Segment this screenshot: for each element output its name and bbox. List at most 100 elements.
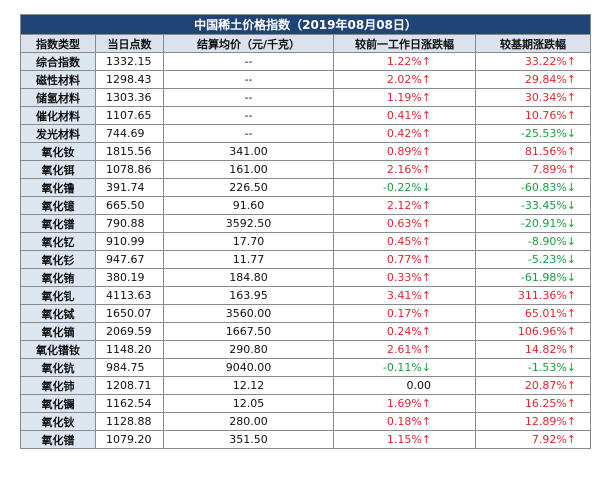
table-row: 氧化镥 391.74 226.50 -0.22%↓ -60.83%↓ xyxy=(20,178,592,197)
table-cell: 1148.20 xyxy=(95,340,164,359)
table-cell: 391.74 xyxy=(95,178,164,197)
row-label: 氧化镨 xyxy=(20,214,96,233)
table-cell: 1208.71 xyxy=(95,376,164,395)
table-cell: 2.16%↑ xyxy=(333,160,476,179)
table-cell: 665.50 xyxy=(95,196,164,215)
table-cell: 947.67 xyxy=(95,250,164,269)
table-row: 氧化钪 984.75 9040.00 -0.11%↓ -1.53%↓ xyxy=(20,358,592,377)
table-cell: 1650.07 xyxy=(95,304,164,323)
table-cell: 790.88 xyxy=(95,214,164,233)
table-cell: 1.19%↑ xyxy=(333,88,476,107)
row-label: 氧化镝 xyxy=(20,322,96,341)
table-cell: 1162.54 xyxy=(95,394,164,413)
table-row: 氧化铒 1078.86 161.00 2.16%↑ 7.89%↑ xyxy=(20,160,592,179)
table-cell: 0.42%↑ xyxy=(333,124,476,143)
table-cell: 81.56%↑ xyxy=(474,142,592,161)
table-cell: -60.83%↓ xyxy=(474,178,592,197)
table-cell: 744.69 xyxy=(95,124,164,143)
table-cell: 0.24%↑ xyxy=(333,322,476,341)
table-cell: 0.41%↑ xyxy=(333,106,476,125)
table-cell: -- xyxy=(163,106,334,125)
table-cell: 1078.86 xyxy=(95,160,164,179)
table-cell: 0.18%↑ xyxy=(333,412,476,431)
table-cell: 1.15%↑ xyxy=(333,430,476,449)
row-label: 氧化铕 xyxy=(20,268,96,287)
table-row: 氧化钇 910.99 17.70 0.45%↑ -8.90%↓ xyxy=(20,232,592,251)
table-cell: 1.69%↑ xyxy=(333,394,476,413)
table-cell: -0.22%↓ xyxy=(333,178,476,197)
table-cell: 0.00 xyxy=(333,376,476,395)
table-cell: 341.00 xyxy=(163,142,334,161)
table-cell: 3.41%↑ xyxy=(333,286,476,305)
table-cell: -1.53%↓ xyxy=(474,358,592,377)
table-cell: -25.53%↓ xyxy=(474,124,592,143)
table-row: 氧化镨钕 1148.20 290.80 2.61%↑ 14.82%↑ xyxy=(20,340,592,359)
table-cell: 7.92%↑ xyxy=(474,430,592,449)
row-label: 氧化铽 xyxy=(20,304,96,323)
table-wrap: 中国稀土价格指数（2019年08月08日） 指数类型 当日点数 结算均价（元/千克）… xyxy=(19,14,592,449)
table-cell: 29.84%↑ xyxy=(474,70,592,89)
table-row: 综合指数 1332.15 -- 1.22%↑ 33.22%↑ xyxy=(20,52,592,71)
table-row: 氧化铽 1650.07 3560.00 0.17%↑ 65.01%↑ xyxy=(20,304,592,323)
table-cell: 184.80 xyxy=(163,268,334,287)
table-cell: 3592.50 xyxy=(163,214,334,233)
table-cell: 3560.00 xyxy=(163,304,334,323)
table-cell: -20.91%↓ xyxy=(474,214,592,233)
table-row: 氧化镨 1079.20 351.50 1.15%↑ 7.92%↑ xyxy=(20,430,592,449)
table-cell: 1815.56 xyxy=(95,142,164,161)
table-row: 氧化镧 1162.54 12.05 1.69%↑ 16.25%↑ xyxy=(20,394,592,413)
table-cell: 11.77 xyxy=(163,250,334,269)
table-cell: 1079.20 xyxy=(95,430,164,449)
row-label: 氧化镨钕 xyxy=(20,340,96,359)
table-cell: 290.80 xyxy=(163,340,334,359)
row-label: 氧化铒 xyxy=(20,160,96,179)
header-cell: 较基期涨跌幅 xyxy=(474,34,592,53)
table-cell: 163.95 xyxy=(163,286,334,305)
table-cell: -- xyxy=(163,124,334,143)
row-label: 氧化镧 xyxy=(20,394,96,413)
table-cell: 1667.50 xyxy=(163,322,334,341)
table-row: 氧化镱 665.50 91.60 2.12%↑ -33.45%↓ xyxy=(20,196,592,215)
table-cell: 1.22%↑ xyxy=(333,52,476,71)
table-cell: 0.63%↑ xyxy=(333,214,476,233)
table-cell: 0.45%↑ xyxy=(333,232,476,251)
table-cell: 1128.88 xyxy=(95,412,164,431)
header-cell: 当日点数 xyxy=(95,34,164,53)
table-cell: 910.99 xyxy=(95,232,164,251)
table-cell: 1332.15 xyxy=(95,52,164,71)
table-cell: -0.11%↓ xyxy=(333,358,476,377)
table-cell: -- xyxy=(163,88,334,107)
table-cell: 311.36%↑ xyxy=(474,286,592,305)
table-cell: -61.98%↓ xyxy=(474,268,592,287)
row-label: 磁性材料 xyxy=(20,70,96,89)
table-cell: 280.00 xyxy=(163,412,334,431)
table-cell: 9040.00 xyxy=(163,358,334,377)
row-label: 氧化镥 xyxy=(20,178,96,197)
table-cell: -- xyxy=(163,52,334,71)
table-cell: 351.50 xyxy=(163,430,334,449)
table-cell: 0.77%↑ xyxy=(333,250,476,269)
table-row: 氧化铈 1208.71 12.12 0.00 20.87%↑ xyxy=(20,376,592,395)
table-cell: 0.89%↑ xyxy=(333,142,476,161)
table-cell: 161.00 xyxy=(163,160,334,179)
table-cell: 0.17%↑ xyxy=(333,304,476,323)
table-cell: 10.76%↑ xyxy=(474,106,592,125)
table-cell: 91.60 xyxy=(163,196,334,215)
table-row: 氧化钕 1815.56 341.00 0.89%↑ 81.56%↑ xyxy=(20,142,592,161)
row-label: 氧化钆 xyxy=(20,286,96,305)
row-label: 催化材料 xyxy=(20,106,96,125)
table-row: 氧化铕 380.19 184.80 0.33%↑ -61.98%↓ xyxy=(20,268,592,287)
table-cell: 4113.63 xyxy=(95,286,164,305)
table-row: 氧化钬 1128.88 280.00 0.18%↑ 12.89%↑ xyxy=(20,412,592,431)
table-cell: -5.23%↓ xyxy=(474,250,592,269)
row-label: 氧化钇 xyxy=(20,232,96,251)
table-cell: 984.75 xyxy=(95,358,164,377)
table-title: 中国稀土价格指数（2019年08月08日） xyxy=(19,14,592,35)
table-cell: 20.87%↑ xyxy=(474,376,592,395)
table-cell: 1107.65 xyxy=(95,106,164,125)
table-cell: 12.05 xyxy=(163,394,334,413)
table-cell: 226.50 xyxy=(163,178,334,197)
table-row: 发光材料 744.69 -- 0.42%↑ -25.53%↓ xyxy=(20,124,592,143)
row-label: 氧化钪 xyxy=(20,358,96,377)
